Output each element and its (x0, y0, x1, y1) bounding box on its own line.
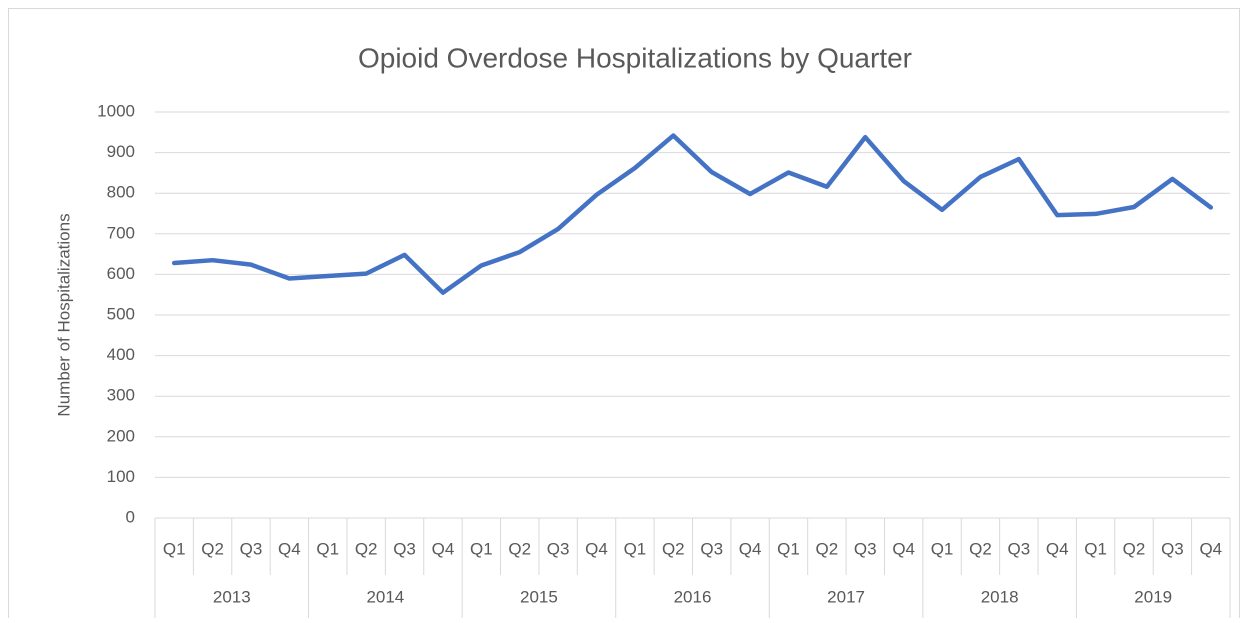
y-tick-label: 100 (107, 467, 135, 486)
y-tick-label: 600 (107, 264, 135, 283)
group-label: 2013 (213, 587, 251, 606)
x-tick-label: Q4 (1199, 539, 1222, 558)
x-tick-label: Q3 (700, 539, 723, 558)
y-tick-label: 800 (107, 183, 135, 202)
group-label: 2019 (1134, 587, 1172, 606)
y-tick-label: 700 (107, 223, 135, 242)
x-tick-label: Q4 (278, 539, 301, 558)
x-tick-label: Q2 (355, 539, 378, 558)
group-label: 2016 (674, 587, 712, 606)
x-tick-label: Q4 (739, 539, 762, 558)
x-tick-label: Q4 (1046, 539, 1069, 558)
x-tick-label: Q1 (316, 539, 339, 558)
x-tick-label: Q1 (1084, 539, 1107, 558)
y-tick-label: 0 (126, 507, 135, 526)
y-tick-label: 200 (107, 426, 135, 445)
x-tick-label: Q1 (624, 539, 647, 558)
x-tick-label: Q2 (1123, 539, 1146, 558)
x-tick-label: Q4 (585, 539, 608, 558)
x-tick-label: Q2 (816, 539, 839, 558)
x-tick-label: Q1 (777, 539, 800, 558)
y-tick-label: 1000 (97, 101, 135, 120)
y-tick-label: 500 (107, 304, 135, 323)
x-tick-label: Q2 (662, 539, 685, 558)
x-tick-label: Q2 (508, 539, 531, 558)
y-tick-label: 300 (107, 386, 135, 405)
x-tick-label: Q2 (201, 539, 224, 558)
group-label: 2014 (366, 587, 404, 606)
y-tick-label: 900 (107, 142, 135, 161)
x-tick-label: Q3 (240, 539, 263, 558)
x-tick-label: Q3 (547, 539, 570, 558)
x-tick-label: Q1 (470, 539, 493, 558)
line-series (171, 133, 1214, 295)
y-tick-label: 400 (107, 345, 135, 364)
x-tick-label: Q4 (892, 539, 915, 558)
chart-title: Opioid Overdose Hospitalizations by Quar… (358, 42, 912, 73)
x-tick-label: Q1 (931, 539, 954, 558)
y-axis-label: Number of Hospitalizations (54, 213, 73, 416)
group-label: 2018 (981, 587, 1019, 606)
x-tick-label: Q3 (1161, 539, 1184, 558)
group-label: 2017 (827, 587, 865, 606)
x-tick-label: Q3 (854, 539, 877, 558)
x-tick-label: Q4 (432, 539, 455, 558)
x-tick-label: Q2 (969, 539, 992, 558)
x-tick-label: Q1 (163, 539, 186, 558)
group-label: 2015 (520, 587, 558, 606)
x-tick-label: Q3 (1007, 539, 1030, 558)
chart-border (8, 8, 1240, 623)
x-tick-label: Q3 (393, 539, 416, 558)
